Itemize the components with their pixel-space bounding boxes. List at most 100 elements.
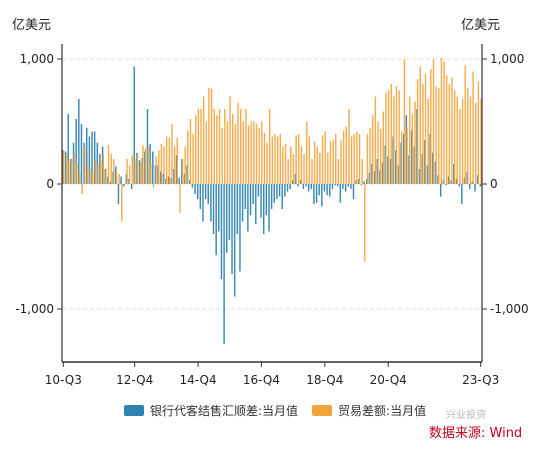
bar-trade-137 — [424, 74, 427, 184]
bar-trade-0 — [62, 151, 65, 184]
bar-balance-77 — [265, 184, 268, 216]
bar-trade-91 — [303, 154, 305, 184]
bar-balance-44 — [178, 177, 180, 184]
y-tick-label-left-2: -1,000 — [15, 302, 54, 316]
bar-balance-95 — [313, 184, 315, 204]
bar-trade-67 — [239, 109, 242, 184]
bar-trade-82 — [279, 134, 281, 184]
legend-label-balance: 银行代客结售汇顺差:当月值 — [150, 404, 299, 418]
bar-balance-53 — [202, 184, 204, 222]
bar-trade-27 — [134, 159, 136, 184]
bar-trade-104 — [337, 159, 340, 184]
bar-trade-135 — [419, 66, 421, 184]
bar-balance-10 — [88, 136, 91, 184]
bar-trade-86 — [290, 146, 292, 184]
bar-balance-81 — [276, 184, 278, 199]
bar-balance-94 — [310, 184, 312, 189]
bar-trade-65 — [234, 124, 237, 184]
bar-trade-33 — [150, 162, 152, 184]
bar-trade-114 — [364, 184, 366, 262]
legend-item-balance[interactable]: 银行代客结售汇顺差:当月值 — [124, 402, 298, 419]
bar-trade-152 — [464, 65, 466, 184]
bar-trade-29 — [139, 162, 141, 184]
bar-balance-69 — [244, 184, 246, 209]
legend-item-trade[interactable]: 贸易差额:当月值 — [312, 402, 426, 419]
bar-trade-156 — [475, 102, 477, 184]
bar-balance-89 — [297, 184, 299, 187]
x-tick-label-3: 16-Q4 — [243, 373, 280, 387]
bar-trade-6 — [78, 172, 81, 184]
bar-trade-120 — [379, 129, 382, 184]
bar-balance-100 — [326, 184, 328, 196]
bar-trade-108 — [348, 109, 350, 184]
bar-trade-4 — [73, 154, 75, 184]
bar-balance-59 — [218, 184, 220, 232]
bar-balance-62 — [226, 184, 228, 253]
bar-balance-64 — [231, 184, 233, 274]
bar-trade-68 — [242, 121, 245, 184]
x-tick-label-4: 18-Q4 — [306, 373, 343, 387]
bar-balance-11 — [91, 131, 93, 184]
bar-trade-88 — [295, 135, 297, 184]
bar-trade-134 — [416, 79, 419, 184]
bar-trade-143 — [440, 57, 443, 184]
ticks-layer: 1,000 1,000 0 0 -1,000 -1,000 10-Q3 12-Q4 14-Q4 1… — [15, 52, 528, 387]
bar-trade-80 — [274, 134, 276, 184]
bar-balance-105 — [339, 184, 342, 203]
bar-trade-58 — [216, 115, 218, 184]
bar-balance-73 — [255, 184, 257, 224]
bar-trade-116 — [369, 127, 371, 184]
bar-balance-7 — [80, 124, 83, 184]
bar-trade-112 — [358, 134, 361, 184]
bar-balance-83 — [281, 184, 283, 209]
bar-balance-104 — [336, 184, 339, 187]
bar-balance-2 — [67, 114, 69, 184]
bar-trade-38 — [163, 146, 165, 184]
bar-balance-50 — [194, 184, 196, 194]
bar-trade-60 — [221, 127, 223, 184]
bar-trade-61 — [224, 109, 226, 184]
x-tick-label-0: 10-Q3 — [45, 373, 82, 387]
bar-trade-138 — [427, 99, 429, 184]
bar-balance-97 — [318, 184, 320, 196]
bar-balance-109 — [350, 184, 352, 189]
bar-trade-155 — [472, 71, 474, 184]
bar-balance-13 — [96, 142, 99, 184]
bar-trade-71 — [250, 121, 252, 184]
left-axis-unit: 亿美元 — [12, 18, 51, 33]
bar-trade-106 — [342, 130, 345, 184]
bar-trade-23 — [123, 184, 126, 186]
bar-balance-113 — [360, 184, 363, 186]
bar-balance-5 — [75, 119, 77, 184]
bar-trade-53 — [202, 96, 205, 184]
watermark: 兴业投资 — [446, 410, 486, 421]
bar-balance-27 — [133, 66, 136, 184]
bar-trade-78 — [268, 109, 271, 184]
legend-swatch-trade — [312, 405, 333, 416]
bar-trade-59 — [218, 109, 221, 184]
bar-trade-92 — [305, 121, 308, 184]
bar-trade-124 — [390, 84, 392, 184]
bar-trade-13 — [97, 164, 99, 184]
bar-trade-3 — [70, 159, 73, 184]
bar-trade-22 — [121, 184, 123, 222]
bar-balance-71 — [249, 184, 252, 216]
right-axis-unit: 亿美元 — [461, 18, 500, 33]
bar-balance-57 — [212, 184, 215, 234]
bar-trade-66 — [237, 102, 239, 184]
bar-balance-55 — [207, 184, 209, 204]
bar-balance-99 — [323, 184, 326, 192]
bar-balance-76 — [263, 184, 265, 234]
bar-trade-110 — [353, 134, 355, 184]
bar-trade-81 — [276, 136, 279, 184]
bar-balance-80 — [273, 184, 276, 203]
bar-balance-98 — [321, 184, 323, 207]
bar-trade-113 — [361, 159, 363, 184]
bar-trade-136 — [422, 84, 424, 184]
x-tick-label-1: 12-Q4 — [116, 373, 153, 387]
bar-trade-47 — [187, 130, 189, 184]
bar-balance-143 — [439, 184, 442, 197]
bar-trade-37 — [160, 144, 163, 184]
bar-trade-40 — [168, 137, 171, 184]
